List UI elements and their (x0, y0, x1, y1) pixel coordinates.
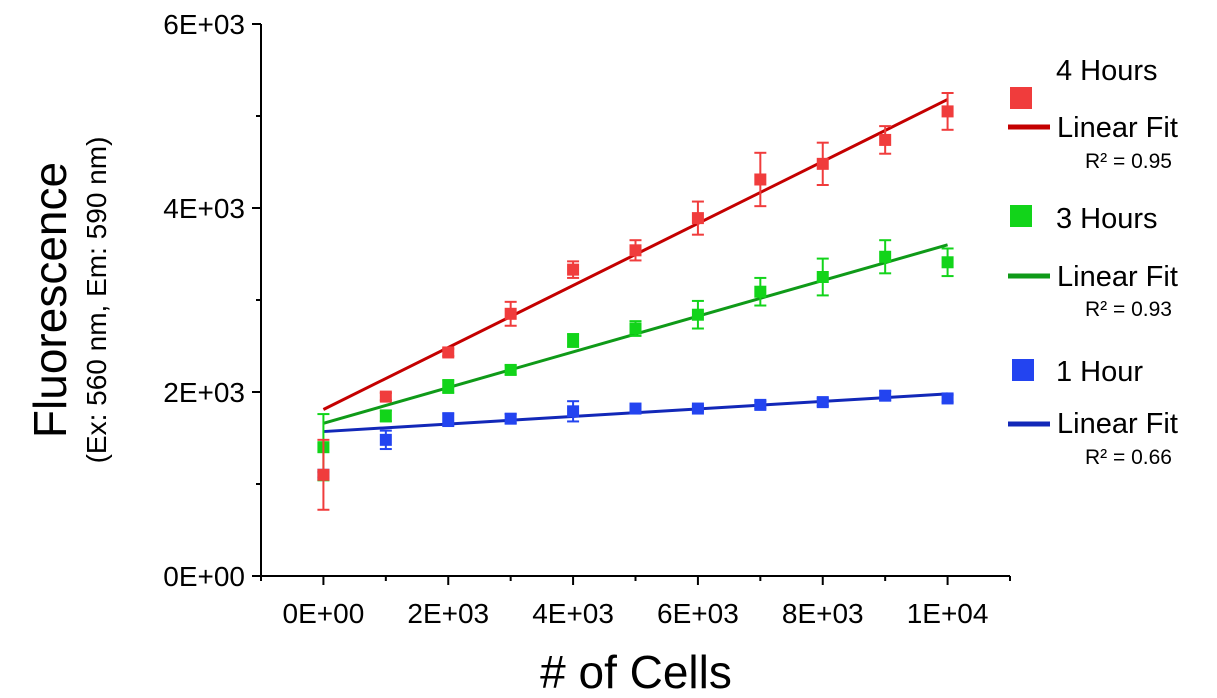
x-tick-label: 1E+04 (907, 598, 989, 629)
data-point-1-hour (504, 412, 517, 425)
x-tick-label: 4E+03 (532, 598, 614, 629)
data-point-4-hours (691, 212, 704, 225)
legend-r2-1-hour: R² = 0.66 (1085, 446, 1172, 469)
data-point-3-hours (379, 409, 392, 422)
legend-marker-3-hours (1010, 205, 1032, 227)
data-point-4-hours (879, 133, 892, 146)
legend-label-4-hours: 4 Hours (1056, 55, 1158, 87)
data-point-4-hours (379, 390, 392, 403)
y-tick-label: 4E+03 (163, 193, 245, 224)
data-point-3-hours (754, 285, 767, 298)
data-point-4-hours (317, 468, 330, 481)
x-axis-title: # of Cells (540, 646, 732, 698)
data-point-3-hours (442, 380, 455, 393)
y-tick-label: 6E+03 (163, 9, 245, 40)
axes: 0E+00 2E+03 4E+03 6E+03 8E+03 1E+04 0E+00 2E+0… (163, 9, 1011, 629)
data-point-4-hours (567, 263, 580, 276)
series-3-hours (317, 239, 954, 482)
y-tick-label: 2E+03 (163, 377, 245, 408)
legend-marker-1-hour (1012, 359, 1034, 381)
data-point-1-hour (816, 396, 829, 409)
legend-marker-4-hours (1010, 87, 1032, 109)
data-point-1-hour (691, 402, 704, 415)
data-point-1-hour (629, 402, 642, 415)
legend-fit-label-4-hours: Linear Fit (1057, 112, 1178, 144)
data-point-3-hours (504, 363, 517, 376)
data-point-1-hour (941, 392, 954, 405)
data-point-3-hours (629, 322, 642, 335)
data-point-3-hours (691, 308, 704, 321)
legend-label-1-hour: 1 Hour (1056, 356, 1143, 388)
data-point-1-hour (442, 413, 455, 426)
series-1-hour (317, 389, 954, 481)
x-tick-label: 8E+03 (782, 598, 864, 629)
x-tick-label: 2E+03 (407, 598, 489, 629)
data-point-1-hour (379, 433, 392, 446)
data-point-1-hour (879, 389, 892, 402)
y-axis-subtitle: (Ex: 560 nm, Em: 590 nm) (81, 137, 112, 464)
legend-fit-label-1-hour: Linear Fit (1057, 408, 1178, 440)
legend-label-3-hours: 3 Hours (1056, 203, 1158, 235)
plot-area (317, 92, 954, 511)
data-point-4-hours (816, 157, 829, 170)
y-ticks: 0E+00 2E+03 4E+03 6E+03 (163, 9, 261, 592)
data-point-1-hour (754, 398, 767, 411)
legend-fit-label-3-hours: Linear Fit (1057, 261, 1178, 293)
data-point-4-hours (504, 307, 517, 320)
data-point-4-hours (754, 173, 767, 186)
y-tick-label: 0E+00 (163, 561, 245, 592)
y-axis-title: Fluorescence (24, 162, 76, 438)
legend-r2-3-hours: R² = 0.93 (1085, 298, 1172, 321)
series-4-hours (317, 92, 954, 511)
data-point-1-hour (567, 405, 580, 418)
x-ticks: 0E+00 2E+03 4E+03 6E+03 8E+03 1E+04 (260, 576, 1011, 629)
data-point-4-hours (629, 244, 642, 257)
data-point-3-hours (879, 250, 892, 263)
data-point-3-hours (816, 271, 829, 283)
data-point-4-hours (941, 105, 954, 118)
x-tick-label: 0E+00 (283, 598, 365, 629)
legend-r2-4-hours: R² = 0.95 (1085, 150, 1172, 173)
legend: 4 Hours Linear Fit R² = 0.95 3 Hours Lin… (1008, 55, 1178, 469)
data-point-3-hours (941, 256, 954, 269)
data-point-4-hours (442, 346, 455, 359)
data-point-3-hours (567, 334, 580, 347)
x-tick-label: 6E+03 (657, 598, 739, 629)
